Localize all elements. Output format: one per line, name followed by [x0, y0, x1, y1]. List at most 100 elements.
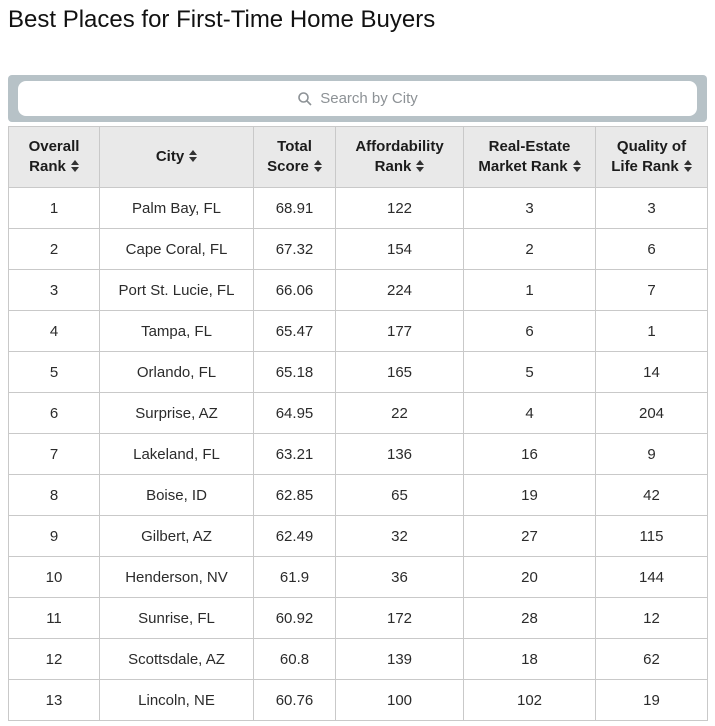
column-header-label: Total Score	[267, 138, 312, 175]
cell-city: Tampa, FL	[99, 310, 254, 352]
cell-city: Lincoln, NE	[99, 679, 254, 721]
column-header-quality-of-life-rank[interactable]: Quality of Life Rank	[595, 126, 708, 188]
cell-city: Cape Coral, FL	[99, 228, 254, 270]
cell-quality-of-life-rank: 62	[595, 638, 708, 680]
cell-total-score: 62.49	[253, 515, 336, 557]
cell-affordability-rank: 65	[335, 474, 464, 516]
cell-total-score: 65.18	[253, 351, 336, 393]
cell-affordability-rank: 177	[335, 310, 464, 352]
cell-city: Surprise, AZ	[99, 392, 254, 434]
cell-city: Scottsdale, AZ	[99, 638, 254, 680]
cell-overall-rank: 8	[8, 474, 100, 516]
table-row: 8 Boise, ID 62.85 65 19 42	[8, 474, 708, 516]
cell-overall-rank: 12	[8, 638, 100, 680]
cell-real-estate-market-rank: 2	[463, 228, 596, 270]
cell-real-estate-market-rank: 18	[463, 638, 596, 680]
cell-affordability-rank: 172	[335, 597, 464, 639]
cell-affordability-rank: 36	[335, 556, 464, 598]
cell-overall-rank: 10	[8, 556, 100, 598]
sort-icon	[70, 160, 79, 173]
table-row: 9 Gilbert, AZ 62.49 32 27 115	[8, 515, 708, 557]
column-header-total-score[interactable]: Total Score	[253, 126, 336, 188]
cell-total-score: 60.92	[253, 597, 336, 639]
cell-overall-rank: 9	[8, 515, 100, 557]
cell-quality-of-life-rank: 6	[595, 228, 708, 270]
cell-affordability-rank: 122	[335, 187, 464, 229]
cell-affordability-rank: 22	[335, 392, 464, 434]
search-band: Search by City	[8, 75, 707, 122]
column-header-overall-rank[interactable]: Overall Rank	[8, 126, 100, 188]
table-panel: Search by City Overall Rank City Total Sco…	[8, 75, 708, 721]
cell-overall-rank: 1	[8, 187, 100, 229]
cell-affordability-rank: 224	[335, 269, 464, 311]
cell-city: Port St. Lucie, FL	[99, 269, 254, 311]
search-input[interactable]	[18, 81, 697, 116]
cell-real-estate-market-rank: 19	[463, 474, 596, 516]
table-row: 5 Orlando, FL 65.18 165 5 14	[8, 351, 708, 393]
cell-city: Boise, ID	[99, 474, 254, 516]
cell-quality-of-life-rank: 1	[595, 310, 708, 352]
cell-real-estate-market-rank: 1	[463, 269, 596, 311]
cell-quality-of-life-rank: 3	[595, 187, 708, 229]
cell-overall-rank: 3	[8, 269, 100, 311]
cell-total-score: 60.8	[253, 638, 336, 680]
table-header-row: Overall Rank City Total Score Affordability…	[8, 126, 708, 188]
table-row: 13 Lincoln, NE 60.76 100 102 19	[8, 679, 708, 721]
sort-icon	[572, 160, 581, 173]
cell-total-score: 65.47	[253, 310, 336, 352]
rankings-table: Overall Rank City Total Score Affordability…	[8, 126, 708, 721]
cell-real-estate-market-rank: 6	[463, 310, 596, 352]
sort-icon	[683, 160, 692, 173]
table-row: 12 Scottsdale, AZ 60.8 139 18 62	[8, 638, 708, 680]
cell-real-estate-market-rank: 102	[463, 679, 596, 721]
column-header-real-estate-market-rank[interactable]: Real-Estate Market Rank	[463, 126, 596, 188]
cell-total-score: 63.21	[253, 433, 336, 475]
table-row: 10 Henderson, NV 61.9 36 20 144	[8, 556, 708, 598]
cell-overall-rank: 6	[8, 392, 100, 434]
cell-quality-of-life-rank: 7	[595, 269, 708, 311]
cell-real-estate-market-rank: 20	[463, 556, 596, 598]
cell-real-estate-market-rank: 27	[463, 515, 596, 557]
cell-total-score: 68.91	[253, 187, 336, 229]
cell-overall-rank: 13	[8, 679, 100, 721]
cell-total-score: 66.06	[253, 269, 336, 311]
table-body: 1 Palm Bay, FL 68.91 122 3 3 2 Cape Coral, FL 67…	[8, 187, 708, 721]
cell-total-score: 60.76	[253, 679, 336, 721]
cell-affordability-rank: 136	[335, 433, 464, 475]
cell-quality-of-life-rank: 14	[595, 351, 708, 393]
cell-total-score: 64.95	[253, 392, 336, 434]
cell-quality-of-life-rank: 9	[595, 433, 708, 475]
cell-quality-of-life-rank: 204	[595, 392, 708, 434]
table-row: 11 Sunrise, FL 60.92 172 28 12	[8, 597, 708, 639]
cell-overall-rank: 4	[8, 310, 100, 352]
column-header-city[interactable]: City	[99, 126, 254, 188]
cell-quality-of-life-rank: 12	[595, 597, 708, 639]
sort-icon	[189, 150, 198, 163]
cell-overall-rank: 2	[8, 228, 100, 270]
cell-real-estate-market-rank: 28	[463, 597, 596, 639]
cell-quality-of-life-rank: 19	[595, 679, 708, 721]
cell-quality-of-life-rank: 115	[595, 515, 708, 557]
column-header-affordability-rank[interactable]: Affordability Rank	[335, 126, 464, 188]
cell-quality-of-life-rank: 42	[595, 474, 708, 516]
cell-real-estate-market-rank: 3	[463, 187, 596, 229]
column-header-label: City	[155, 148, 185, 165]
cell-overall-rank: 5	[8, 351, 100, 393]
cell-affordability-rank: 32	[335, 515, 464, 557]
cell-city: Sunrise, FL	[99, 597, 254, 639]
cell-real-estate-market-rank: 16	[463, 433, 596, 475]
cell-affordability-rank: 100	[335, 679, 464, 721]
cell-total-score: 67.32	[253, 228, 336, 270]
cell-overall-rank: 7	[8, 433, 100, 475]
column-header-label: Real-Estate Market Rank	[478, 138, 571, 175]
sort-icon	[313, 160, 322, 173]
column-header-label: Quality of Life Rank	[611, 138, 687, 175]
cell-city: Henderson, NV	[99, 556, 254, 598]
cell-city: Palm Bay, FL	[99, 187, 254, 229]
cell-real-estate-market-rank: 4	[463, 392, 596, 434]
table-row: 1 Palm Bay, FL 68.91 122 3 3	[8, 187, 708, 229]
cell-city: Orlando, FL	[99, 351, 254, 393]
cell-overall-rank: 11	[8, 597, 100, 639]
table-row: 3 Port St. Lucie, FL 66.06 224 1 7	[8, 269, 708, 311]
cell-affordability-rank: 154	[335, 228, 464, 270]
